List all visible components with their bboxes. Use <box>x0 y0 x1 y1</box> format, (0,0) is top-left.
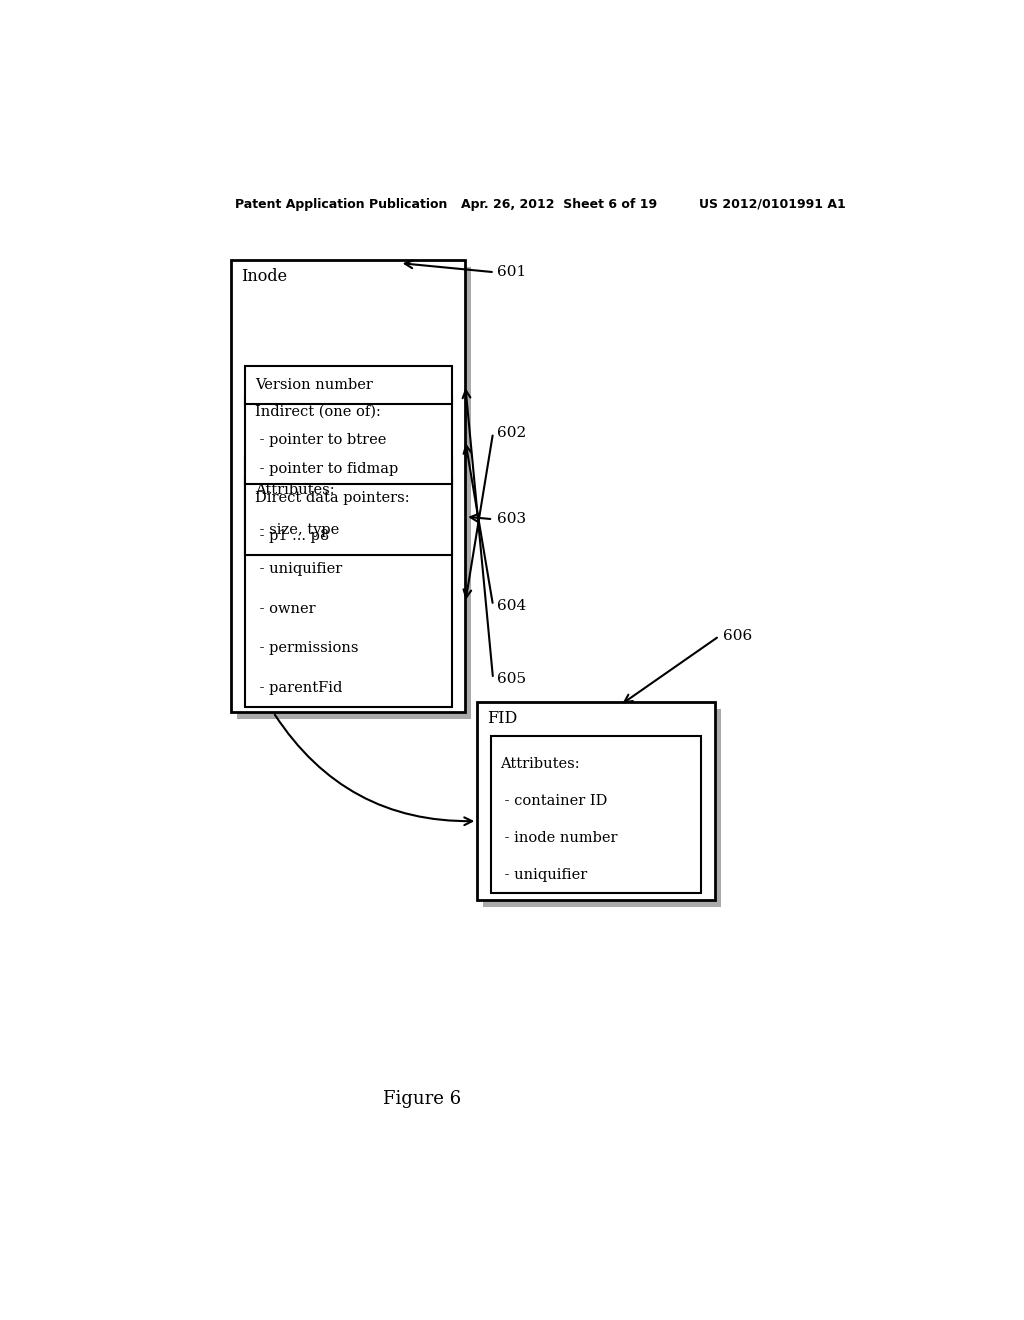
Text: Version number: Version number <box>255 378 373 392</box>
Text: Apr. 26, 2012  Sheet 6 of 19: Apr. 26, 2012 Sheet 6 of 19 <box>461 198 657 211</box>
Bar <box>237 267 471 719</box>
Text: - pointer to fidmap: - pointer to fidmap <box>255 462 398 477</box>
Text: - inode number: - inode number <box>500 832 617 845</box>
Bar <box>246 397 452 483</box>
Bar <box>246 479 452 554</box>
Text: 605: 605 <box>497 672 526 686</box>
Text: 602: 602 <box>497 426 526 440</box>
Text: Attributes:: Attributes: <box>500 758 580 771</box>
Bar <box>482 709 721 907</box>
Text: - uniquifier: - uniquifier <box>500 867 588 882</box>
Text: 601: 601 <box>497 265 526 280</box>
Text: - owner: - owner <box>255 602 315 615</box>
Bar <box>246 366 452 404</box>
Text: 606: 606 <box>723 630 753 643</box>
Text: Indirect (one of):: Indirect (one of): <box>255 405 381 418</box>
Bar <box>477 702 715 900</box>
Text: Inode: Inode <box>241 268 287 285</box>
Text: - p1 ... p8: - p1 ... p8 <box>255 529 330 543</box>
FancyArrowPatch shape <box>274 714 472 825</box>
Text: - uniquifier: - uniquifier <box>255 562 342 576</box>
Bar <box>490 735 701 894</box>
Text: - pointer to btree: - pointer to btree <box>255 433 386 447</box>
Text: 603: 603 <box>497 512 526 527</box>
Bar <box>246 458 452 708</box>
Bar <box>231 260 465 713</box>
Text: - size, type: - size, type <box>255 523 339 537</box>
Text: Patent Application Publication: Patent Application Publication <box>236 198 447 211</box>
Text: Figure 6: Figure 6 <box>383 1089 461 1107</box>
Text: - container ID: - container ID <box>500 795 607 808</box>
Text: Attributes:: Attributes: <box>255 483 335 498</box>
Text: - permissions: - permissions <box>255 642 358 655</box>
Text: Direct data pointers:: Direct data pointers: <box>255 491 410 504</box>
Text: US 2012/0101991 A1: US 2012/0101991 A1 <box>699 198 846 211</box>
Text: - parentFid: - parentFid <box>255 681 342 694</box>
Text: 604: 604 <box>497 598 526 612</box>
Text: FID: FID <box>486 710 517 727</box>
